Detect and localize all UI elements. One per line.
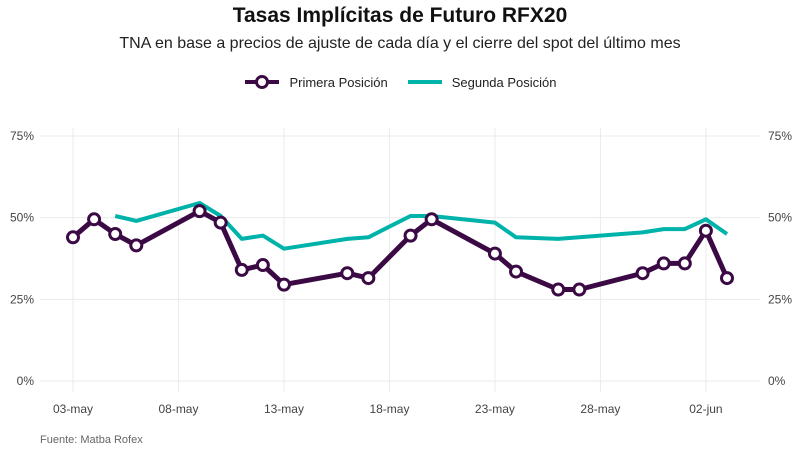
y-tick-label-right: 50%	[768, 211, 792, 225]
x-tick-label: 13-may	[264, 402, 304, 416]
data-point-primera-posicion	[276, 277, 291, 292]
y-tick-label-right: 25%	[768, 292, 792, 306]
legend: Primera Posición Segunda Posición	[0, 74, 800, 90]
chart-title: Tasas Implícitas de Futuro RFX20	[232, 4, 568, 27]
data-point-primera-posicion	[656, 256, 671, 271]
x-tick-label: 18-may	[369, 402, 409, 416]
y-tick-label-right: 0%	[768, 374, 786, 388]
x-tick-label: 02-jun	[689, 402, 722, 416]
y-tick-label-right: 75%	[768, 129, 792, 143]
data-point-primera-posicion	[129, 238, 144, 253]
data-point-primera-posicion	[255, 258, 270, 273]
data-point-primera-posicion	[572, 282, 587, 297]
x-tick-label: 28-may	[580, 402, 620, 416]
data-point-primera-posicion	[720, 271, 734, 286]
legend-item-primera: Primera Posición	[243, 74, 388, 90]
data-point-primera-posicion	[361, 271, 376, 286]
data-point-primera-posicion	[87, 212, 102, 227]
data-point-primera-posicion	[234, 262, 249, 277]
data-point-primera-posicion	[213, 215, 228, 230]
y-tick-label-left: 25%	[10, 292, 34, 306]
legend-swatch-segunda	[407, 80, 442, 84]
legend-swatch-primera	[245, 75, 280, 89]
data-point-primera-posicion	[635, 266, 650, 281]
data-point-primera-posicion	[424, 212, 439, 227]
legend-label-segunda: Segunda Posición	[451, 74, 557, 90]
data-point-primera-posicion	[66, 230, 80, 245]
data-point-primera-posicion	[192, 204, 207, 219]
data-point-primera-posicion	[677, 256, 692, 271]
series-line-primera-posicion	[71, 208, 730, 292]
data-point-primera-posicion	[487, 246, 502, 261]
data-point-primera-posicion	[403, 228, 418, 243]
x-tick-label: 23-may	[475, 402, 515, 416]
legend-item-segunda: Segunda Posición	[406, 74, 557, 90]
x-tick-label: 08-may	[158, 402, 198, 416]
legend-label-primera: Primera Posición	[289, 74, 388, 90]
chart-subtitle: TNA en base a precios de ajuste de cada …	[119, 35, 681, 52]
source-note: Fuente: Matba Rofex	[40, 434, 143, 446]
y-tick-label-left: 75%	[10, 129, 34, 143]
data-point-primera-posicion	[108, 227, 123, 241]
y-tick-label-left: 50%	[10, 211, 34, 225]
data-point-primera-posicion	[340, 266, 355, 281]
y-tick-label-left: 0%	[17, 374, 35, 388]
data-point-primera-posicion	[698, 223, 713, 238]
x-tick-label: 03-may	[53, 402, 93, 416]
data-point-primera-posicion	[551, 282, 566, 297]
data-point-primera-posicion	[509, 264, 524, 279]
